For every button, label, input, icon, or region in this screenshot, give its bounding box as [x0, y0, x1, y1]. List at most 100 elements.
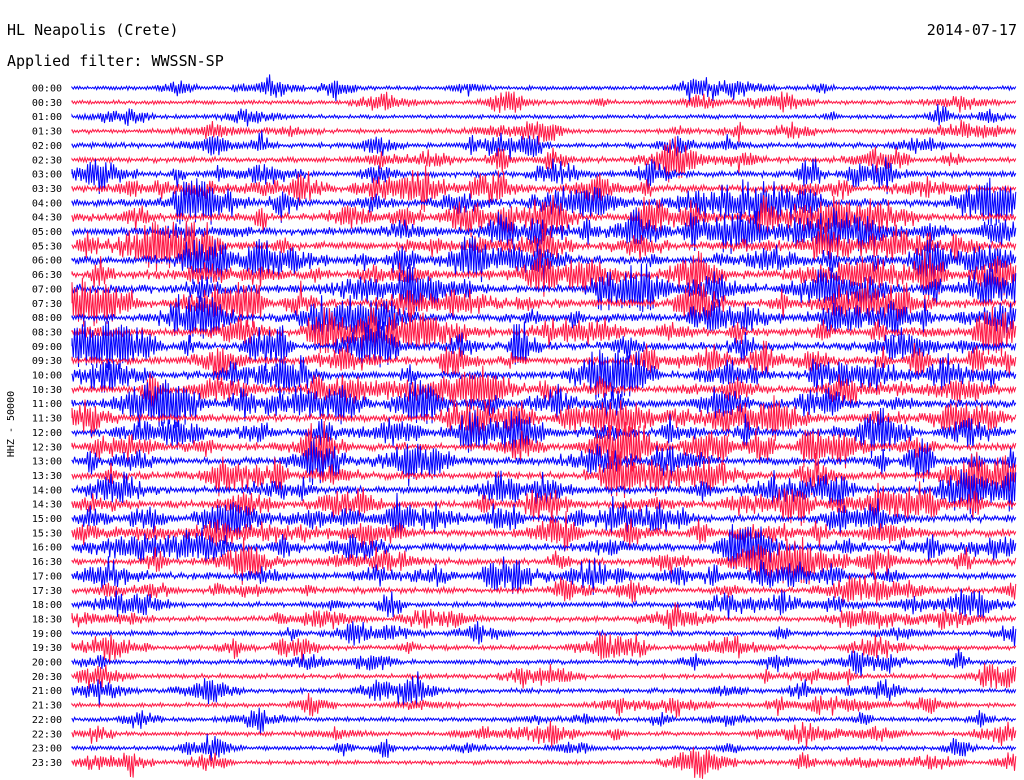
trace-label-1900: 19:00	[32, 629, 62, 640]
trace-1130	[71, 395, 1017, 441]
trace-0830	[71, 306, 1017, 357]
trace-1700	[71, 556, 1017, 595]
trace-0200	[71, 130, 1017, 160]
trace-label-2330: 23:30	[32, 758, 62, 769]
trace-label-1430: 14:30	[32, 500, 62, 511]
trace-label-2200: 22:00	[32, 715, 62, 726]
trace-label-0200: 02:00	[32, 141, 62, 152]
trace-label-0630: 06:30	[32, 270, 62, 281]
trace-label-0300: 03:00	[32, 170, 62, 181]
trace-1030	[71, 365, 1017, 411]
trace-0000	[71, 74, 1017, 103]
trace-0030	[71, 91, 1017, 114]
trace-label-1030: 10:30	[32, 385, 62, 396]
trace-1300	[71, 438, 1017, 487]
trace-label-0130: 01:30	[32, 127, 62, 138]
trace-1900	[71, 621, 1017, 647]
trace-label-1300: 13:00	[32, 457, 62, 468]
trace-group	[71, 74, 1017, 779]
trace-label-2030: 20:30	[32, 672, 62, 683]
trace-label-1330: 13:30	[32, 471, 62, 482]
trace-1400	[71, 469, 1017, 515]
trace-1600	[71, 524, 1017, 570]
trace-0330	[71, 165, 1017, 213]
trace-0430	[71, 194, 1017, 240]
trace-label-0400: 04:00	[32, 198, 62, 209]
trace-label-1700: 17:00	[32, 571, 62, 582]
trace-label-2230: 22:30	[32, 729, 62, 740]
station-title: HL Neapolis (Crete)	[7, 21, 179, 39]
trace-label-1200: 12:00	[32, 428, 62, 439]
trace-1500	[71, 492, 1017, 544]
trace-2200	[71, 707, 1017, 734]
trace-0530	[71, 220, 1017, 272]
trace-label-1930: 19:30	[32, 643, 62, 654]
trace-label-0830: 08:30	[32, 327, 62, 338]
trace-label-1130: 11:30	[32, 414, 62, 425]
trace-1830	[71, 602, 1017, 632]
trace-0130	[71, 119, 1017, 146]
trace-0630	[71, 250, 1017, 301]
trace-label-2000: 20:00	[32, 658, 62, 669]
trace-label-1400: 14:00	[32, 485, 62, 496]
trace-0700	[71, 263, 1017, 313]
trace-1200	[71, 407, 1017, 459]
trace-1530	[71, 511, 1017, 552]
trace-0800	[71, 294, 1017, 344]
trace-0400	[71, 177, 1017, 227]
trace-label-1230: 12:30	[32, 442, 62, 453]
trace-label-1500: 15:00	[32, 514, 62, 525]
trace-label-2130: 21:30	[32, 701, 62, 712]
trace-label-0700: 07:00	[32, 284, 62, 295]
trace-label-0530: 05:30	[32, 241, 62, 252]
trace-2100	[71, 671, 1017, 706]
trace-label-0030: 00:30	[32, 98, 62, 109]
trace-label-0730: 07:30	[32, 299, 62, 310]
trace-0230	[71, 136, 1017, 183]
y-axis-label: HHZ - 50000	[6, 391, 17, 457]
trace-label-1730: 17:30	[32, 586, 62, 597]
trace-label-1800: 18:00	[32, 600, 62, 611]
filter-label: Applied filter: WWSSN-SP	[7, 52, 224, 70]
trace-label-0230: 02:30	[32, 155, 62, 166]
tick-label-group: 00:00 00:30 01:00 01:30 02:00 02:30 03:00 03:30…	[32, 84, 62, 769]
trace-label-2100: 21:00	[32, 686, 62, 697]
trace-1100	[71, 377, 1017, 429]
trace-1230	[71, 420, 1017, 472]
trace-label-0500: 05:00	[32, 227, 62, 238]
trace-1430	[71, 481, 1017, 526]
date-label: 2014-07-17	[926, 21, 1017, 39]
trace-label-1530: 15:30	[32, 528, 62, 539]
trace-2330	[71, 747, 1017, 779]
trace-1730	[71, 572, 1017, 605]
trace-2300	[71, 733, 1017, 762]
trace-2000	[71, 648, 1017, 679]
trace-label-0330: 03:30	[32, 184, 62, 195]
trace-label-0000: 00:00	[32, 84, 62, 95]
trace-0100	[71, 104, 1017, 127]
trace-0930	[71, 340, 1017, 385]
trace-label-0430: 04:30	[32, 213, 62, 224]
trace-0300	[71, 157, 1017, 195]
trace-label-1630: 16:30	[32, 557, 62, 568]
trace-1800	[71, 588, 1017, 621]
trace-label-1100: 11:00	[32, 399, 62, 410]
trace-2230	[71, 720, 1017, 748]
trace-0900	[71, 320, 1017, 372]
trace-2130	[71, 692, 1017, 718]
trace-label-0600: 06:00	[32, 256, 62, 267]
trace-label-0930: 09:30	[32, 356, 62, 367]
trace-label-0100: 01:00	[32, 112, 62, 123]
trace-label-0800: 08:00	[32, 313, 62, 324]
trace-0600	[71, 235, 1017, 285]
trace-label-1830: 18:30	[32, 614, 62, 625]
trace-label-1600: 16:00	[32, 543, 62, 554]
trace-1630	[71, 536, 1017, 585]
trace-1000	[71, 349, 1017, 401]
trace-label-1000: 10:00	[32, 371, 62, 382]
trace-1930	[71, 631, 1017, 665]
trace-label-2300: 23:00	[32, 744, 62, 755]
trace-2030	[71, 663, 1017, 689]
trace-label-0900: 09:00	[32, 342, 62, 353]
